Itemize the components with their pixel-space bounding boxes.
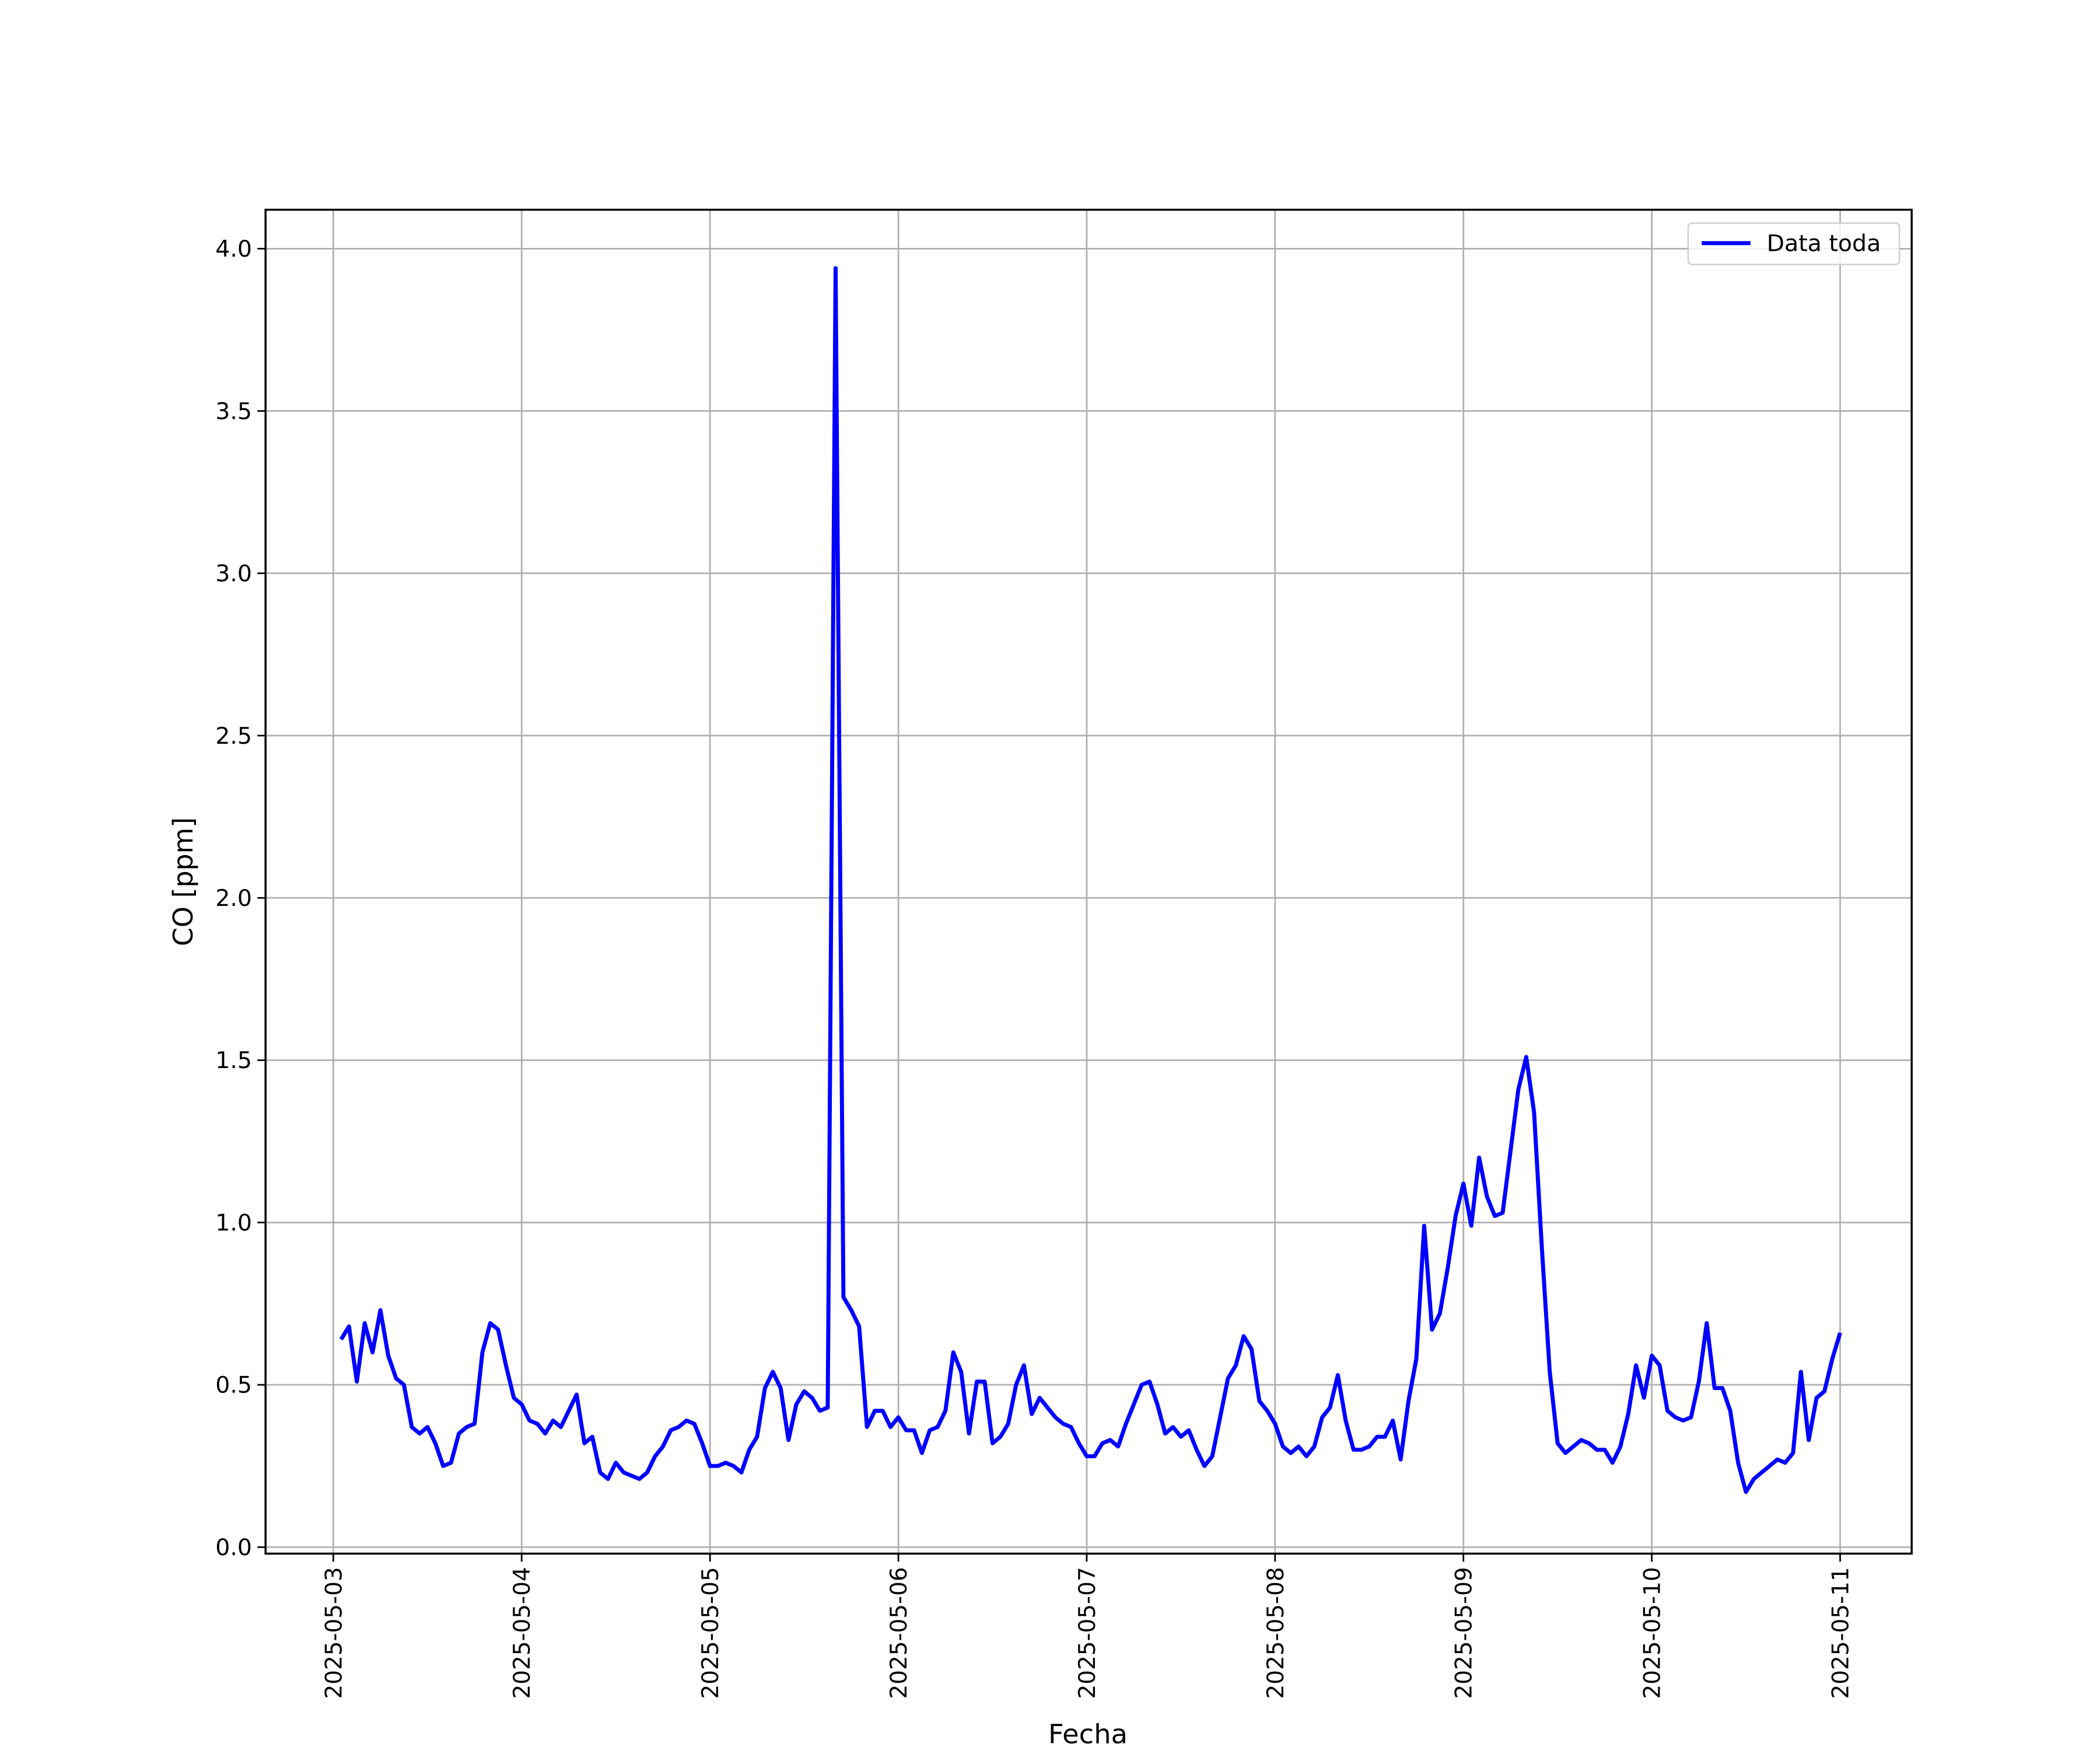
plot-frame [264,208,1913,1555]
y-tick-label: 2.5 [215,723,252,750]
y-tick-label: 4.0 [215,236,252,262]
x-tick-label: 2025-05-11 [1828,1567,1854,1699]
y-tick-label: 2.0 [215,886,252,912]
y-tick-label: 1.5 [215,1048,252,1074]
legend: Data toda [1687,222,1901,265]
y-tick-label: 3.0 [215,561,252,587]
x-axis-label: Fecha [1048,1718,1128,1750]
x-tick-label: 2025-05-04 [509,1567,536,1699]
x-tick-label: 2025-05-10 [1639,1567,1665,1699]
y-tick-label: 3.5 [215,399,252,425]
x-tick-label: 2025-05-07 [1074,1567,1101,1699]
x-tick-label: 2025-05-03 [321,1567,347,1699]
x-tick-label: 2025-05-09 [1451,1567,1477,1699]
x-tick-label: 2025-05-08 [1263,1567,1289,1699]
legend-box [1687,222,1901,265]
x-tick-label: 2025-05-06 [886,1567,912,1699]
x-tick-label: 2025-05-05 [698,1567,724,1699]
y-tick-label: 0.0 [215,1535,252,1561]
legend-label: Data toda [1767,231,1881,257]
y-tick-label: 0.5 [215,1373,252,1399]
y-tick-label: 1.0 [215,1210,252,1237]
data-line [339,266,1842,1494]
y-axis-label: CO [ppm] [167,817,199,946]
